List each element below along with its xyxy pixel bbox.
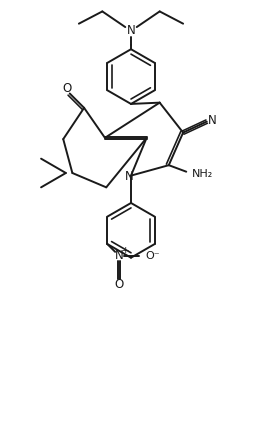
Text: O⁻: O⁻ (145, 251, 160, 261)
Text: O: O (114, 279, 124, 292)
Text: N: N (127, 25, 135, 38)
Text: NH₂: NH₂ (192, 169, 213, 179)
Text: O: O (63, 82, 72, 95)
Text: +: + (121, 245, 129, 254)
Text: N: N (125, 170, 134, 184)
Text: N: N (115, 249, 123, 262)
Text: N: N (208, 114, 216, 127)
